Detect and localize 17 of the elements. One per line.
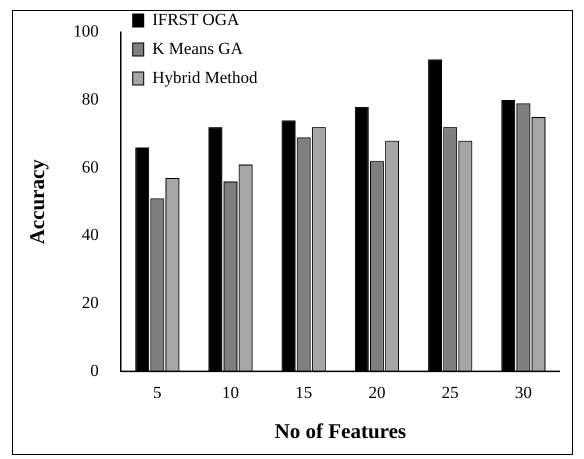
legend-label: K Means GA [152,38,244,58]
x-tick-label: 5 [153,383,162,402]
y-tick-label: 0 [90,360,99,380]
x-tick-label: 15 [295,383,312,402]
y-tick-label: 40 [82,225,99,244]
y-tick-label: 20 [82,293,99,312]
x-tick-label: 20 [368,383,386,402]
legend-label: Hybrid Method [152,68,258,87]
y-axis-title: Accuracy [25,158,50,244]
x-tick-label: 10 [222,383,240,402]
y-tick-label: 80 [82,90,99,109]
x-tick-label: 30 [514,383,532,402]
y-tick-label: 60 [82,157,99,176]
x-axis-title: No of Features [274,418,406,443]
x-tick-label: 25 [442,383,459,402]
legend-label: IFRST OGA [152,10,240,29]
y-tick-label: 100 [73,22,99,41]
